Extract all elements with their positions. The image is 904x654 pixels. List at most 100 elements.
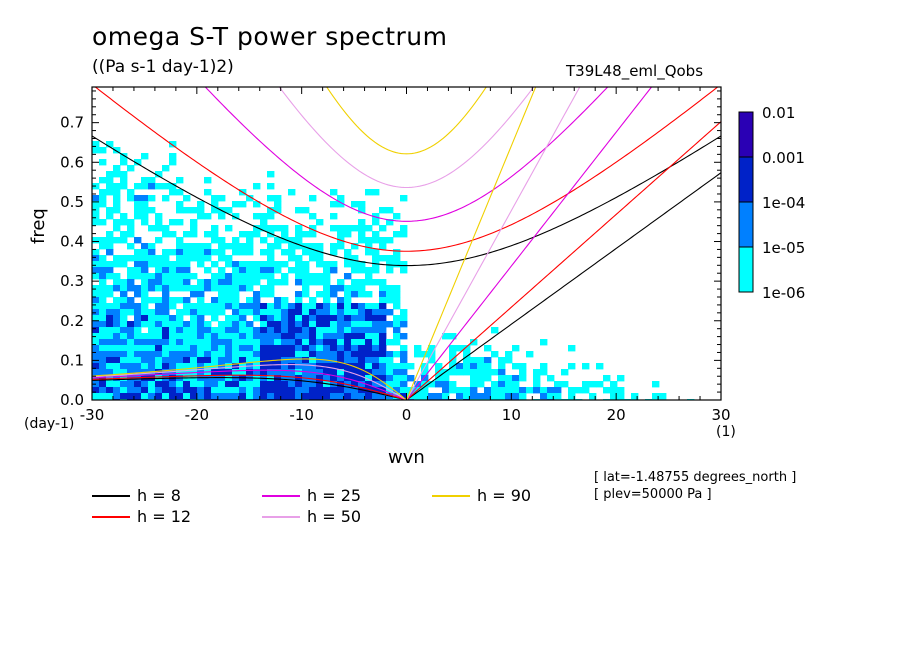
power-cell bbox=[246, 237, 254, 244]
power-cell bbox=[267, 309, 275, 316]
power-cell bbox=[99, 237, 107, 244]
power-cell bbox=[183, 207, 191, 214]
power-cell bbox=[190, 291, 198, 298]
power-cell bbox=[358, 219, 366, 226]
power-cell bbox=[120, 345, 128, 352]
power-cell bbox=[372, 267, 380, 274]
power-cell bbox=[190, 321, 198, 328]
power-cell bbox=[218, 249, 226, 256]
power-cell bbox=[470, 387, 478, 394]
power-cell bbox=[176, 327, 184, 334]
power-cell bbox=[470, 339, 478, 346]
power-cell bbox=[379, 243, 387, 250]
power-cell bbox=[127, 363, 135, 370]
power-cell bbox=[99, 189, 107, 196]
power-cell bbox=[120, 213, 128, 220]
power-cell bbox=[92, 285, 100, 292]
power-cell bbox=[274, 243, 282, 250]
power-cell bbox=[246, 243, 254, 250]
power-cell bbox=[365, 327, 373, 334]
power-cell bbox=[99, 321, 107, 328]
power-cell bbox=[309, 327, 317, 334]
power-cell bbox=[407, 363, 415, 370]
power-cell bbox=[330, 213, 338, 220]
power-cell bbox=[463, 393, 471, 400]
power-cell bbox=[386, 261, 394, 268]
power-cell bbox=[218, 369, 226, 376]
power-cell bbox=[386, 321, 394, 328]
power-cell bbox=[211, 249, 219, 256]
power-cell bbox=[512, 381, 520, 388]
power-cell bbox=[141, 267, 149, 274]
power-cell bbox=[232, 267, 240, 274]
power-cell bbox=[491, 381, 499, 388]
power-cell bbox=[106, 357, 114, 364]
power-cell bbox=[141, 249, 149, 256]
power-cell bbox=[337, 351, 345, 358]
power-cell bbox=[162, 339, 170, 346]
power-cell bbox=[99, 285, 107, 292]
power-cell bbox=[225, 369, 233, 376]
power-cell bbox=[260, 219, 268, 226]
power-cell bbox=[225, 291, 233, 298]
power-cell bbox=[106, 237, 114, 244]
power-cell bbox=[176, 381, 184, 388]
power-cell bbox=[127, 225, 135, 232]
power-cell bbox=[190, 339, 198, 346]
power-cell bbox=[232, 345, 240, 352]
power-cell bbox=[274, 339, 282, 346]
power-cell bbox=[302, 345, 310, 352]
power-cell bbox=[253, 363, 261, 370]
power-cell bbox=[323, 303, 331, 310]
power-cell bbox=[169, 381, 177, 388]
dispersion-curve bbox=[278, 87, 535, 189]
power-cell bbox=[155, 387, 163, 394]
power-cell bbox=[330, 291, 338, 298]
power-cell bbox=[169, 333, 177, 340]
power-cell bbox=[169, 327, 177, 334]
power-cell bbox=[162, 291, 170, 298]
power-cell bbox=[456, 345, 464, 352]
power-cell bbox=[463, 345, 471, 352]
power-cell bbox=[449, 333, 457, 340]
power-cell bbox=[351, 345, 359, 352]
power-cell bbox=[246, 381, 254, 388]
power-cell bbox=[505, 387, 513, 394]
power-cell bbox=[190, 249, 198, 256]
power-cell bbox=[379, 321, 387, 328]
power-cell bbox=[400, 333, 408, 340]
power-cell bbox=[554, 387, 562, 394]
power-cell bbox=[400, 309, 408, 316]
power-cell bbox=[113, 393, 121, 400]
power-cell bbox=[162, 357, 170, 364]
power-cell bbox=[295, 375, 303, 382]
power-cell bbox=[484, 387, 492, 394]
power-cell bbox=[218, 357, 226, 364]
power-cell bbox=[337, 231, 345, 238]
power-cell bbox=[211, 315, 219, 322]
power-cell bbox=[449, 345, 457, 352]
power-cell bbox=[288, 315, 296, 322]
power-cell bbox=[281, 351, 289, 358]
power-cell bbox=[274, 225, 282, 232]
power-cell bbox=[323, 387, 331, 394]
power-cell bbox=[372, 345, 380, 352]
power-cell bbox=[99, 309, 107, 316]
power-cell bbox=[99, 177, 107, 184]
power-cell bbox=[127, 243, 135, 250]
power-cell bbox=[379, 255, 387, 262]
power-cell bbox=[253, 291, 261, 298]
y-tick-label: 0.5 bbox=[60, 193, 84, 211]
power-cell bbox=[155, 171, 163, 178]
power-cell bbox=[533, 375, 541, 382]
power-cell bbox=[239, 333, 247, 340]
power-cell bbox=[197, 321, 205, 328]
power-cell bbox=[302, 279, 310, 286]
power-cell bbox=[386, 255, 394, 262]
power-cell bbox=[323, 291, 331, 298]
power-cell bbox=[358, 363, 366, 370]
power-cell bbox=[372, 309, 380, 316]
power-cell bbox=[141, 363, 149, 370]
power-cell bbox=[162, 279, 170, 286]
power-cell bbox=[127, 231, 135, 238]
